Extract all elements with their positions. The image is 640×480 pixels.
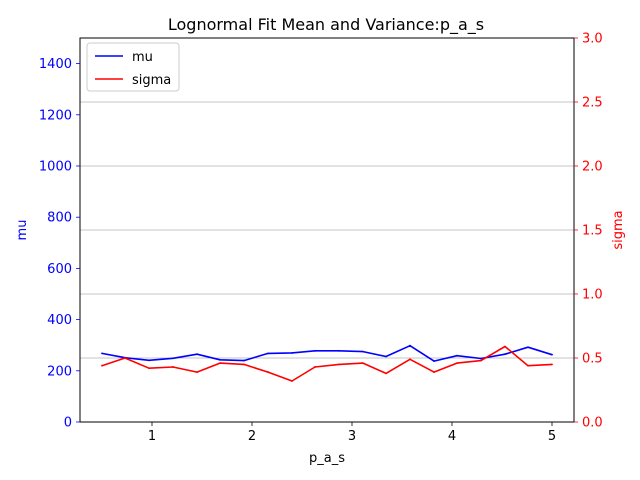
y-left-tick-label-7: 1400 bbox=[39, 57, 72, 72]
y-right-tick-label-6: 3.0 bbox=[582, 32, 603, 47]
data-point-sigma-5 bbox=[219, 362, 221, 365]
data-point-sigma-2 bbox=[148, 367, 150, 370]
data-point-sigma-14 bbox=[433, 371, 435, 373]
data-point-sigma-18 bbox=[527, 364, 529, 367]
y-right-tick-label-4: 2.0 bbox=[582, 160, 603, 175]
y-right-tick-label-1: 0.5 bbox=[582, 352, 603, 367]
data-point-sigma-4 bbox=[196, 371, 198, 373]
data-point-sigma-12 bbox=[385, 372, 387, 375]
x-axis: 1 2 3 4 5 bbox=[148, 422, 556, 444]
data-point-sigma-1 bbox=[124, 357, 126, 359]
legend: mu sigma bbox=[86, 42, 180, 92]
data-point-sigma-3 bbox=[172, 366, 174, 368]
series-line-mu bbox=[101, 344, 553, 362]
data-point-mu-11 bbox=[362, 350, 364, 353]
data-point-mu-17 bbox=[504, 353, 506, 356]
y-left-tick-label-6: 1200 bbox=[39, 108, 72, 123]
y-right-tick-label-3: 1.5 bbox=[582, 224, 603, 239]
y-left-tick-label-3: 600 bbox=[47, 262, 72, 277]
data-point-mu-9 bbox=[314, 349, 316, 352]
legend-label-mu: mu bbox=[132, 50, 153, 65]
data-point-mu-0 bbox=[101, 352, 103, 355]
y-axis-left-label: mu bbox=[15, 220, 30, 241]
data-point-sigma-6 bbox=[243, 363, 245, 366]
y-left-tick-label-4: 800 bbox=[47, 211, 72, 226]
grid-lines bbox=[80, 101, 574, 359]
data-point-mu-12 bbox=[385, 355, 387, 358]
y-axis-left: 0 200 400 600 800 1000 1200 1400 bbox=[39, 57, 80, 431]
y-left-tick-label-2: 400 bbox=[47, 313, 72, 328]
x-tick-label-4: 5 bbox=[548, 429, 556, 444]
x-axis-label: p_a_s bbox=[309, 451, 345, 466]
series-group bbox=[101, 344, 553, 382]
data-point-mu-4 bbox=[196, 353, 198, 356]
data-point-mu-18 bbox=[527, 346, 529, 349]
data-point-mu-5 bbox=[219, 358, 221, 361]
y-left-tick-label-0: 0 bbox=[64, 416, 72, 431]
x-tick-label-2: 3 bbox=[348, 429, 356, 444]
x-tick-label-3: 4 bbox=[448, 429, 456, 444]
data-point-sigma-19 bbox=[551, 363, 553, 366]
y-left-tick-label-5: 1000 bbox=[39, 160, 72, 175]
data-point-mu-7 bbox=[267, 352, 269, 355]
data-point-sigma-15 bbox=[456, 362, 458, 365]
data-point-mu-3 bbox=[172, 357, 174, 360]
data-point-sigma-8 bbox=[291, 380, 293, 382]
data-point-sigma-0 bbox=[101, 364, 103, 367]
data-point-mu-10 bbox=[338, 349, 340, 352]
data-point-mu-8 bbox=[291, 351, 293, 354]
chart-title: Lognormal Fit Mean and Variance:p_a_s bbox=[168, 15, 484, 35]
series-line-sigma bbox=[101, 345, 553, 382]
data-point-mu-15 bbox=[456, 354, 458, 357]
data-point-sigma-11 bbox=[362, 362, 364, 365]
legend-label-sigma: sigma bbox=[132, 73, 171, 88]
data-point-sigma-10 bbox=[338, 363, 340, 366]
y-right-tick-label-0: 0.0 bbox=[582, 416, 603, 431]
y-right-tick-label-5: 2.5 bbox=[582, 96, 603, 111]
data-point-mu-13 bbox=[409, 344, 411, 347]
data-point-sigma-16 bbox=[480, 359, 482, 362]
data-point-mu-14 bbox=[433, 360, 435, 362]
y-axis-right-label: sigma bbox=[611, 210, 626, 249]
y-right-tick-label-2: 1.0 bbox=[582, 288, 603, 303]
data-point-sigma-7 bbox=[267, 371, 269, 373]
y-axis-right: 0.0 0.5 1.0 1.5 2.0 2.5 3.0 bbox=[574, 32, 603, 431]
data-point-sigma-9 bbox=[314, 366, 316, 368]
x-tick-label-1: 2 bbox=[248, 429, 256, 444]
data-point-sigma-17 bbox=[504, 345, 506, 348]
data-point-mu-6 bbox=[243, 359, 245, 362]
x-tick-label-0: 1 bbox=[148, 429, 156, 444]
y-left-tick-label-1: 200 bbox=[47, 364, 72, 379]
data-point-mu-2 bbox=[148, 359, 150, 362]
data-point-sigma-13 bbox=[409, 358, 411, 361]
data-point-mu-19 bbox=[551, 353, 553, 356]
data-point-mu-16 bbox=[480, 357, 482, 360]
